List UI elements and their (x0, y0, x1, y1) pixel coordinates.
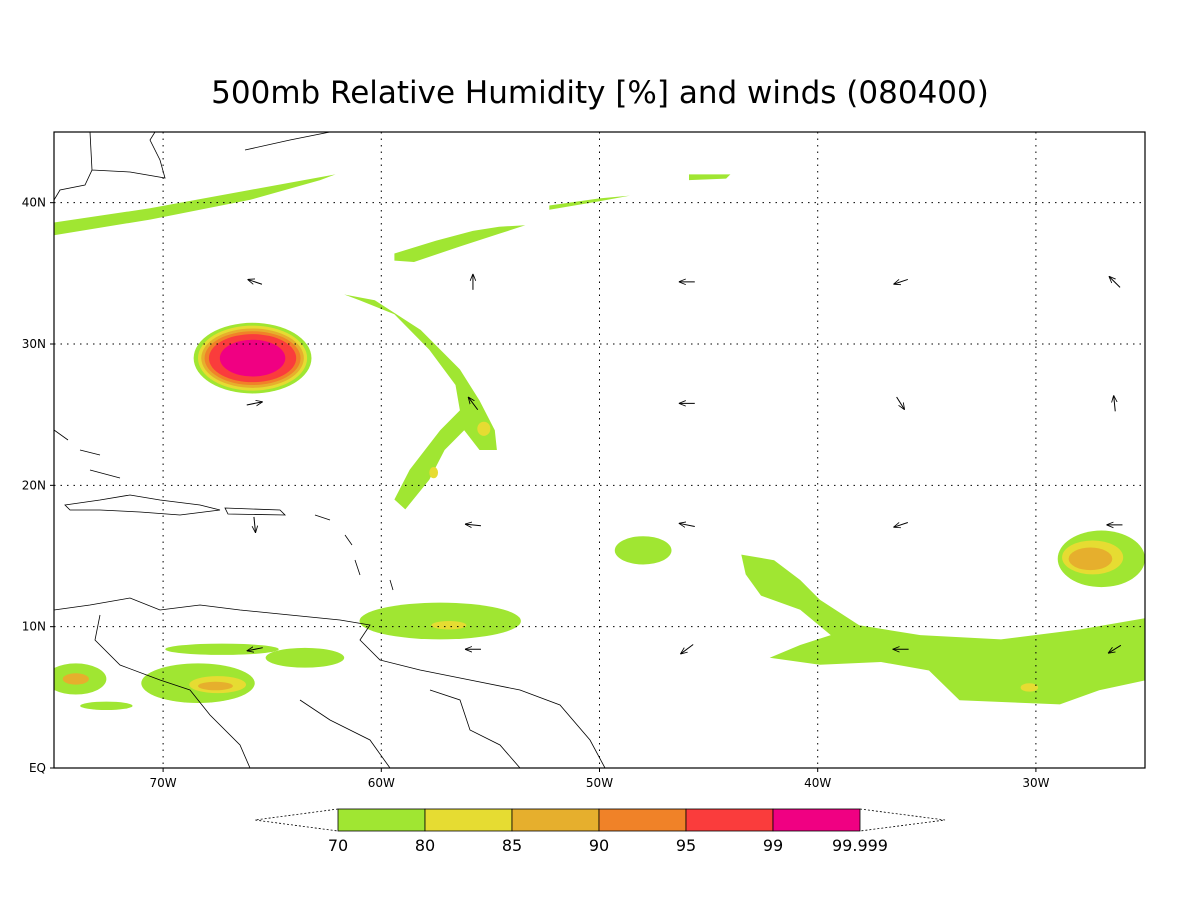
coastline (54, 597, 606, 768)
chart-title: 500mb Relative Humidity [%] and winds (0… (211, 75, 989, 111)
humidity-area (614, 536, 672, 565)
humidity-area (429, 466, 439, 479)
y-tick-label: EQ (29, 761, 46, 775)
x-tick-label: 60W (368, 776, 395, 790)
y-tick-label: 40N (22, 196, 46, 210)
colorbar-swatch (337, 808, 426, 832)
colorbar-label: 90 (589, 836, 609, 855)
humidity-area (359, 602, 521, 640)
humidity-area (54, 174, 336, 236)
wind-arrow (679, 523, 695, 526)
colorbar-swatch (685, 808, 774, 832)
colorbar-extension (859, 808, 946, 832)
humidity-area (1020, 683, 1039, 692)
wind-arrow (248, 279, 263, 285)
y-tick-label: 10N (22, 620, 46, 634)
coastline (54, 132, 331, 201)
colorbar-swatch (511, 808, 600, 832)
colorbar: 70 80 85 90 95 99 99.999 (254, 808, 946, 855)
colorbar-label: 95 (676, 836, 696, 855)
coastline (64, 494, 286, 516)
wind-arrow (1109, 276, 1121, 288)
colorbar-swatch (772, 808, 861, 832)
wind-arrow (465, 524, 481, 526)
x-tick-label: 40W (804, 776, 831, 790)
humidity-area (431, 621, 467, 630)
humidity-field (54, 174, 1145, 711)
x-tick-label: 70W (150, 776, 177, 790)
colorbar-label: 85 (502, 836, 522, 855)
humidity-area (219, 339, 286, 377)
colorbar-swatch (424, 808, 513, 832)
humidity-area (198, 681, 233, 691)
wind-arrow (893, 278, 908, 284)
colorbar-label: 99.999 (832, 836, 888, 855)
colorbar-label: 70 (328, 836, 348, 855)
coastline (54, 429, 394, 591)
x-tick-label: 50W (586, 776, 613, 790)
humidity-area (80, 701, 133, 711)
humidity-area (689, 174, 731, 181)
wind-arrow (247, 648, 263, 651)
wind-arrow (680, 644, 694, 654)
wind-arrow (1114, 395, 1116, 412)
humidity-area (265, 647, 345, 668)
wind-arrow (254, 516, 256, 533)
humidity-area (1068, 547, 1113, 571)
coastlines (54, 132, 606, 768)
wind-arrow (468, 397, 479, 411)
wind-arrow (896, 396, 905, 410)
colorbar-label: 99 (763, 836, 783, 855)
humidity-area (344, 294, 497, 510)
humidity-area (165, 643, 279, 655)
colorbar-extension (254, 808, 339, 832)
wind-arrow (1108, 644, 1122, 653)
x-tick-label: 30W (1022, 776, 1049, 790)
humidity-area (549, 195, 630, 210)
y-tick-label: 20N (22, 478, 46, 492)
colorbar-label: 80 (415, 836, 435, 855)
y-tick-label: 30N (22, 337, 46, 351)
wind-arrow (246, 402, 263, 405)
humidity-area (477, 421, 491, 436)
colorbar-swatch (598, 808, 687, 832)
humidity-area (394, 225, 526, 262)
humidity-area (62, 673, 89, 685)
wind-arrow (893, 522, 908, 528)
humidity-area (741, 554, 1145, 705)
